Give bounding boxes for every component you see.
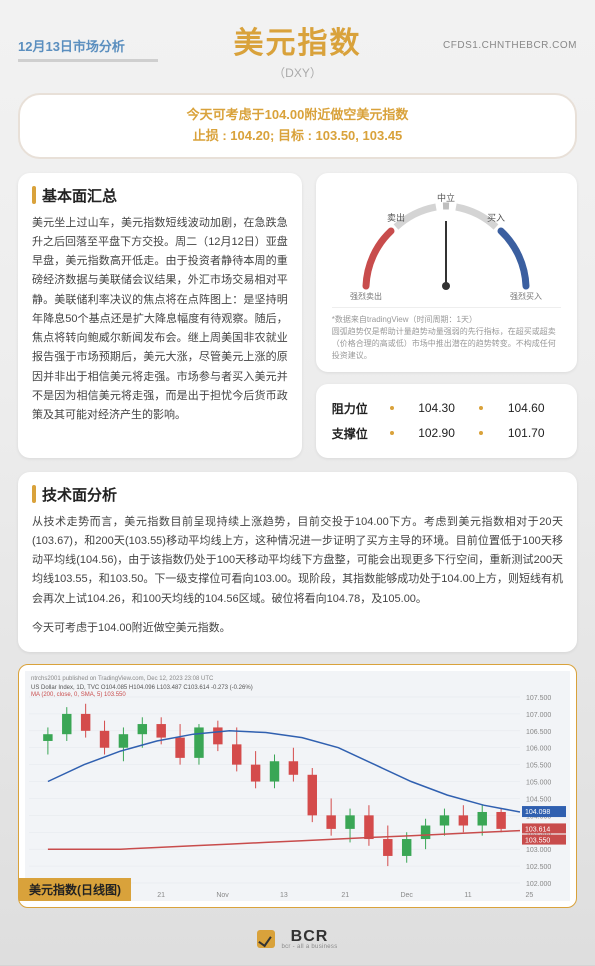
fundamental-card: 基本面汇总 美元坐上过山车，美元指数短线波动加剧，在急跌急升之后回落至平盘下方交…	[18, 173, 302, 458]
fundamental-body: 美元坐上过山车，美元指数短线波动加剧，在急跌急升之后回落至平盘下方交投。周二（1…	[32, 214, 288, 426]
svg-text:US Dollar Index, 1D, TVC O104: US Dollar Index, 1D, TVC O104.085 H104.0…	[31, 685, 253, 691]
svg-text:Dec: Dec	[400, 892, 413, 899]
technical-body: 从技术走势而言，美元指数目前呈现持续上涨趋势，目前交投于104.00下方。考虑到…	[32, 513, 563, 609]
technical-card: 技术面分析 从技术走势而言，美元指数目前呈现持续上涨趋势，目前交投于104.00…	[18, 472, 577, 653]
dot-icon	[390, 431, 394, 435]
right-column: 中立 卖出 买入 强烈卖出 强烈买入 *数据来自tradingView（时间周期…	[316, 173, 577, 458]
svg-text:105.000: 105.000	[526, 780, 551, 787]
support-2: 101.70	[491, 426, 561, 440]
svg-text:11: 11	[464, 892, 471, 899]
svg-text:105.500: 105.500	[526, 763, 551, 770]
logo-icon	[257, 930, 275, 948]
resistance-2: 104.60	[491, 401, 561, 415]
tip-box: 今天可考虑于104.00附近做空美元指数 止损 : 104.20; 目标 : 1…	[18, 93, 577, 159]
svg-text:106.000: 106.000	[526, 746, 551, 753]
svg-text:卖出: 卖出	[387, 212, 405, 223]
svg-text:强烈买入: 强烈买入	[510, 292, 542, 301]
dot-icon	[390, 406, 394, 410]
footer: BCR bcr - all a business	[18, 922, 577, 953]
technical-title: 技术面分析	[42, 484, 117, 505]
chart-caption: 美元指数(日线图)	[19, 878, 131, 901]
footer-logo: BCR bcr - all a business	[257, 928, 337, 950]
technical-body-2: 今天可考虑于104.00附近做空美元指数。	[32, 619, 563, 638]
svg-text:102.500: 102.500	[526, 864, 551, 871]
gauge-note-2: 圆弧趋势仅是帮助计量趋势动量强弱的先行指标，在超买或超卖（价格合理的高或低）市场…	[332, 326, 561, 362]
gauge-svg: 中立 卖出 买入 强烈卖出 强烈买入	[341, 191, 551, 301]
dot-icon	[479, 406, 483, 410]
resistance-1: 104.30	[402, 401, 472, 415]
date-text: 12月13日市场分析	[18, 36, 168, 55]
svg-text:买入: 买入	[487, 213, 505, 223]
svg-text:103.000: 103.000	[526, 847, 551, 854]
accent-bar	[32, 485, 36, 503]
svg-text:102.000: 102.000	[526, 881, 551, 888]
title-area: 美元指数 （DXY）	[178, 18, 417, 81]
price-chart: 107.500 107.000 106.500 106.000 105.500 105.0…	[25, 671, 570, 901]
gauge-card: 中立 卖出 买入 强烈卖出 强烈买入 *数据来自tradingView（时间周期…	[316, 173, 577, 372]
date-underline	[18, 59, 158, 62]
svg-text:104.500: 104.500	[526, 797, 551, 804]
tip-line-1: 今天可考虑于104.00附近做空美元指数	[36, 105, 559, 126]
dot-icon	[479, 431, 483, 435]
technical-head: 技术面分析	[32, 484, 563, 505]
tip-line-2: 止损 : 104.20; 目标 : 103.50, 103.45	[36, 126, 559, 147]
logo-sub: bcr - all a business	[281, 944, 337, 950]
support-label: 支撑位	[332, 425, 382, 442]
svg-text:Nov: Nov	[216, 892, 229, 899]
gauge-note: *数据来自tradingView（时间周期：1天） 圆弧趋势仅是帮助计量趋势动量…	[332, 307, 561, 362]
levels-card: 阻力位 104.30 104.60 支撑位 102.90 101.70	[316, 384, 577, 458]
site-url: CFDS1.CHNTHEBCR.COM	[427, 18, 577, 51]
header: 12月13日市场分析 美元指数 （DXY） CFDS1.CHNTHEBCR.CO…	[18, 18, 577, 81]
chart-frame: 107.500 107.000 106.500 106.000 105.500 105.0…	[18, 664, 577, 908]
date-area: 12月13日市场分析	[18, 18, 168, 62]
svg-text:107.000: 107.000	[526, 712, 551, 719]
svg-text:强烈卖出: 强烈卖出	[350, 291, 382, 301]
svg-text:106.500: 106.500	[526, 729, 551, 736]
svg-text:103.614: 103.614	[525, 827, 550, 834]
main-title: 美元指数	[178, 18, 417, 62]
svg-text:104.098: 104.098	[525, 809, 550, 816]
resistance-row: 阻力位 104.30 104.60	[332, 396, 561, 421]
subtitle: （DXY）	[178, 64, 417, 81]
fundamental-head: 基本面汇总	[32, 185, 288, 206]
svg-text:107.500: 107.500	[526, 695, 551, 702]
svg-text:103.550: 103.550	[525, 838, 550, 845]
svg-text:MA (200, close, 0, SMA, 5) 103: MA (200, close, 0, SMA, 5) 103.550	[31, 692, 126, 698]
support-1: 102.90	[402, 426, 472, 440]
page: 12月13日市场分析 美元指数 （DXY） CFDS1.CHNTHEBCR.CO…	[0, 0, 595, 965]
svg-text:21: 21	[341, 892, 349, 899]
support-row: 支撑位 102.90 101.70	[332, 421, 561, 446]
row-fund-gauge: 基本面汇总 美元坐上过山车，美元指数短线波动加剧，在急跌急升之后回落至平盘下方交…	[18, 173, 577, 458]
svg-text:ntrchs2001 published on Tradin: ntrchs2001 published on TradingView.com,…	[31, 676, 214, 682]
gauge-note-1: *数据来自tradingView（时间周期：1天）	[332, 314, 561, 326]
accent-bar	[32, 186, 36, 204]
fundamental-title: 基本面汇总	[42, 185, 117, 206]
svg-text:13: 13	[280, 892, 288, 899]
resistance-label: 阻力位	[332, 400, 382, 417]
svg-text:25: 25	[526, 892, 534, 899]
svg-text:中立: 中立	[437, 192, 455, 203]
svg-text:21: 21	[157, 892, 165, 899]
